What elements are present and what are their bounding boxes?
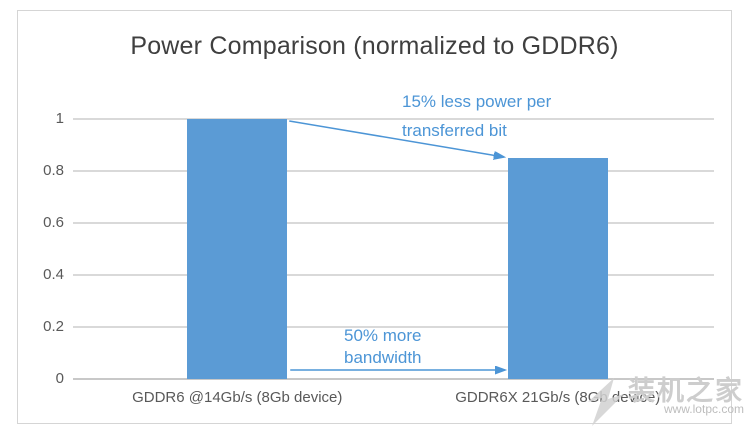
y-axis-label: 0.2 [43, 318, 64, 335]
watermark-site-url: www.lotpc.com [663, 402, 744, 416]
annotation-bandwidth: 50% more bandwidth [344, 325, 422, 369]
gridline [73, 326, 714, 328]
x-axis-label: GDDR6 @14Gb/s (8Gb device) [132, 389, 343, 406]
gridline [73, 274, 714, 276]
gridline [73, 118, 714, 120]
watermark: 装机之家 www.lotpc.com [588, 376, 744, 426]
annotation-line: bandwidth [344, 348, 422, 367]
bar-0 [187, 119, 288, 379]
bar-1 [507, 158, 608, 379]
watermark-logo-icon [588, 378, 624, 426]
gridline [73, 170, 714, 172]
y-axis-label: 0 [55, 370, 64, 387]
annotation-power-savings: 15% less power per transferred bit [402, 87, 551, 145]
gridline [73, 378, 714, 380]
y-axis-label: 0.6 [43, 214, 64, 231]
chart-frame: Power Comparison (normalized to GDDR6) 0… [17, 10, 732, 424]
annotation-line: 15% less power per [402, 92, 552, 111]
plot-area: 0 0.2 0.4 0.6 0.8 1 GDDR6 @14Gb/s (8Gb device)… [18, 11, 731, 423]
y-axis-label: 0.4 [43, 266, 64, 283]
y-axis-label: 0.8 [43, 162, 64, 179]
chart-title: Power Comparison (normalized to GDDR6) [130, 32, 619, 60]
gridline [73, 222, 714, 224]
annotation-line: 50% more [344, 326, 422, 345]
watermark-site-name: 装机之家 [628, 376, 744, 406]
y-axis-label: 1 [55, 110, 64, 127]
annotation-line: transferred bit [402, 121, 507, 140]
